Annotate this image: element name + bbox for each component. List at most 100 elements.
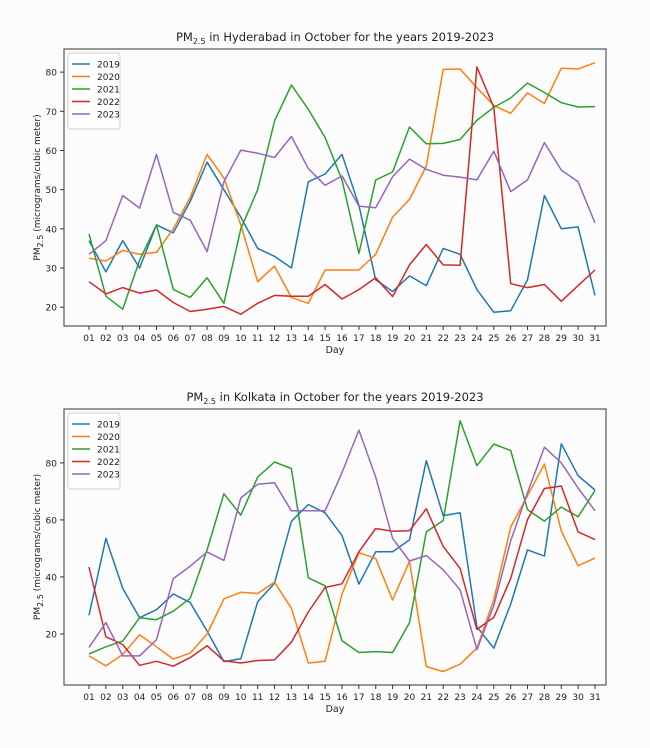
chart-title-sub: 2.5 [193,37,206,46]
series-line-2022 [88,485,596,667]
y-tick-label: 80 [46,459,58,469]
x-tick-label: 02 [100,693,111,703]
x-tick-label: 28 [539,334,551,344]
series-line-2020 [88,463,596,673]
series-line-2022 [88,66,596,315]
x-tick-label: 08 [201,334,213,344]
x-tick-label: 14 [303,334,315,344]
x-tick-label: 03 [117,334,128,344]
x-tick-label: 02 [100,334,111,344]
x-tick-label: 25 [488,334,499,344]
legend-frame [67,52,121,130]
x-tick-label: 18 [370,334,382,344]
x-axis-label: Day [326,345,345,356]
y-axis-label-pm: PM [33,247,43,260]
y-axis-label-rest: (micrograms/cubic meter) [33,114,43,234]
x-tick-label: 19 [387,693,399,703]
x-tick-label: 13 [286,693,297,703]
x-tick-label: 24 [471,693,483,703]
series-line-2019 [88,153,596,314]
plot-area [63,408,607,686]
x-tick-label: 27 [522,693,533,703]
x-tick-label: 10 [235,693,247,703]
x-tick-label: 21 [421,334,432,344]
y-tick-label: 60 [46,516,58,526]
chart-title-pm: PM [176,30,193,44]
series-line-2021 [88,82,596,310]
x-tick-label: 16 [336,334,348,344]
y-tick-label: 20 [46,630,58,640]
x-tick-label: 17 [353,693,364,703]
x-tick-label: 23 [454,334,465,344]
y-axis-label-sub: 2.5 [36,594,45,607]
series-line-2023 [88,429,596,657]
x-tick-label: 17 [353,334,364,344]
x-tick-label: 26 [505,334,517,344]
y-tick-label: 40 [46,573,58,583]
legend: 2019 2020 2021 2022 2023 [67,52,121,130]
y-tick-label: 30 [46,265,58,275]
x-tick-label: 29 [556,334,568,344]
x-tick-label: 07 [184,693,195,703]
x-tick-label: 01 [83,334,94,344]
x-tick-label: 11 [252,693,263,703]
x-tick-label: 08 [201,693,213,703]
x-tick-label: 25 [488,693,499,703]
y-tick-label: 20 [46,304,58,314]
x-tick-label: 04 [134,334,146,344]
legend: 2019 2020 2021 2022 2023 [67,412,121,490]
y-tick-label: 80 [46,69,58,79]
x-tick-label: 29 [556,693,568,703]
x-tick-label: 20 [404,693,416,703]
legend-label: 2022 [97,458,120,468]
legend-label: 2023 [97,471,120,481]
x-tick-label: 09 [218,693,230,703]
y-tick-label: 50 [46,186,58,196]
x-tick-label: 31 [589,693,600,703]
x-tick-label: 12 [269,334,280,344]
chart-title-sub: 2.5 [203,397,216,406]
chart-title: PM2.5 in Kolkata in October for the year… [186,390,483,406]
x-tick-label: 23 [454,693,465,703]
x-tick-label: 15 [319,693,330,703]
legend-frame [67,412,121,490]
x-tick-label: 20 [404,334,416,344]
legend-label: 2023 [97,111,120,121]
legend-label: 2019 [97,61,120,71]
x-tick-label: 27 [522,334,533,344]
x-tick-label: 22 [437,334,448,344]
series-line-2021 [88,419,596,655]
y-axis-label-rest: (micrograms/cubic meter) [33,474,43,594]
y-tick-label: 70 [46,108,58,118]
x-tick-label: 21 [421,693,432,703]
x-tick-label: 07 [184,334,195,344]
x-tick-label: 28 [539,693,551,703]
x-tick-label: 31 [589,334,600,344]
x-tick-label: 05 [151,693,162,703]
chart-title-rest: in Hyderabad in October for the years 20… [206,30,495,44]
y-axis-label-pm: PM [33,607,43,620]
x-tick-label: 11 [252,334,263,344]
chart-title: PM2.5 in Hyderabad in October for the ye… [176,30,494,46]
x-tick-label: 14 [303,693,315,703]
x-tick-label: 15 [319,334,330,344]
chart-1: PM2.5 in Hyderabad in October for the ye… [33,30,607,356]
legend-label: 2019 [97,421,120,431]
x-tick-label: 04 [134,693,146,703]
x-tick-label: 01 [83,693,94,703]
x-tick-label: 06 [168,693,180,703]
x-tick-label: 30 [572,693,584,703]
x-tick-label: 12 [269,693,280,703]
series-line-2019 [88,443,596,663]
x-tick-label: 26 [505,693,517,703]
x-tick-label: 19 [387,334,399,344]
legend-label: 2021 [97,446,120,456]
x-tick-label: 13 [286,334,297,344]
legend-label: 2022 [97,98,120,108]
x-tick-label: 03 [117,693,128,703]
x-tick-label: 18 [370,693,382,703]
x-tick-label: 06 [168,334,180,344]
x-tick-label: 22 [437,693,448,703]
y-tick-label: 40 [46,225,58,235]
